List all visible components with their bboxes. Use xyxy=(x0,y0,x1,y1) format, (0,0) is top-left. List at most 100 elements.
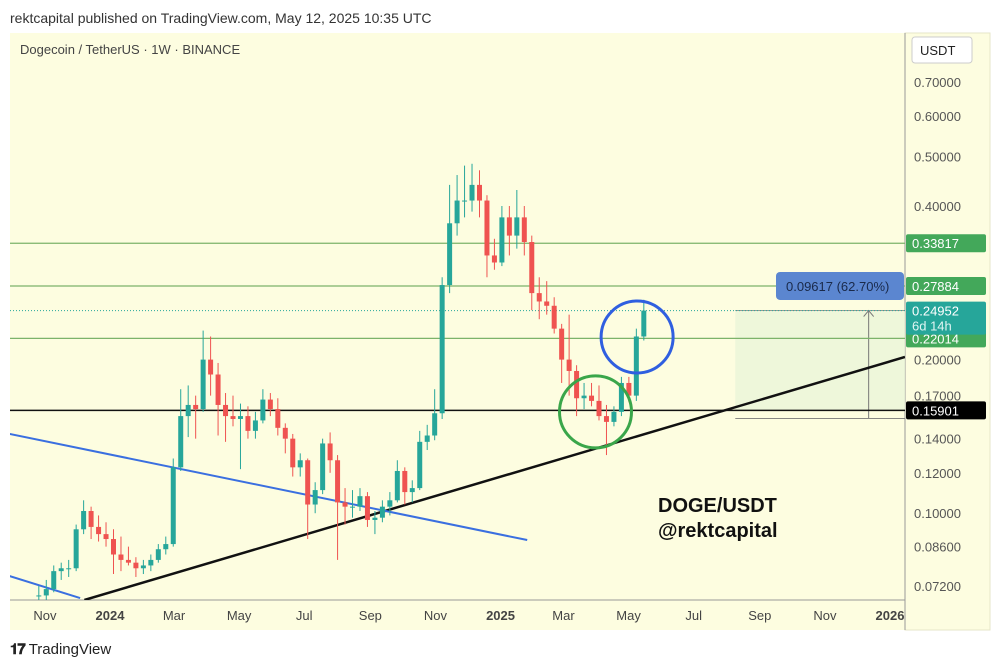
candle-body xyxy=(387,500,393,507)
x-tick-label: Jul xyxy=(685,608,702,623)
candle-body xyxy=(312,490,318,505)
candle-body xyxy=(133,562,139,569)
y-tick-label: 0.10000 xyxy=(914,506,961,521)
candle-body xyxy=(394,470,400,501)
candle-body xyxy=(125,559,131,563)
candle-body xyxy=(43,589,49,596)
candle-body xyxy=(66,568,72,570)
candle-body xyxy=(529,242,535,294)
candle-body xyxy=(118,554,124,560)
x-tick-label: 2025 xyxy=(486,608,515,623)
level-price-tag-bg xyxy=(906,234,986,253)
candle-body xyxy=(73,529,79,569)
candle-body xyxy=(484,200,490,256)
candle-body xyxy=(544,301,550,306)
x-tick-label: 2024 xyxy=(96,608,126,623)
x-tick-label: Nov xyxy=(424,608,448,623)
candle-body xyxy=(58,568,64,572)
candle-body xyxy=(170,467,176,545)
annotation-author: @rektcapital xyxy=(658,520,778,542)
candle-body xyxy=(521,217,527,243)
level-price-tag: 0.33817 xyxy=(912,236,959,251)
measure-range-box xyxy=(735,310,905,411)
candle-body xyxy=(611,411,617,422)
blue-trendline xyxy=(10,432,528,542)
candle-body xyxy=(200,359,206,410)
blue-trendline xyxy=(10,575,81,599)
candle-body xyxy=(551,305,557,329)
candle-body xyxy=(103,534,109,540)
last-price-tag: 0.24952 xyxy=(912,304,959,319)
candle-body xyxy=(574,370,580,399)
candle-body xyxy=(208,359,214,375)
candle-body xyxy=(454,200,460,224)
candle-body xyxy=(297,460,303,468)
candle-body xyxy=(305,460,311,505)
candle-body xyxy=(424,435,430,442)
candle-body xyxy=(379,506,385,518)
candle-body xyxy=(215,374,221,405)
x-tick-label: Sep xyxy=(359,608,382,623)
x-tick-label: Mar xyxy=(163,608,186,623)
annotation-pair: DOGE/USDT xyxy=(658,495,777,517)
measure-label: 0.09617 (62.70%) xyxy=(786,279,889,294)
candle-body xyxy=(581,395,587,399)
candle-body xyxy=(267,399,273,410)
candle-body xyxy=(163,544,169,550)
x-tick-label: 2026 xyxy=(876,608,905,623)
candle-body xyxy=(88,511,94,527)
candle-body xyxy=(439,285,445,414)
tradingview-logo[interactable]: 𝟏𝟕 TradingView xyxy=(10,641,111,658)
y-tick-label: 0.12000 xyxy=(914,466,961,481)
highlight-circle xyxy=(599,299,675,375)
x-tick-label: May xyxy=(227,608,252,623)
level-price-tag-bg xyxy=(906,276,986,295)
x-tick-label: Nov xyxy=(813,608,837,623)
x-tick-label: Nov xyxy=(33,608,57,623)
candle-body xyxy=(36,595,42,597)
candle-body xyxy=(155,549,161,560)
y-tick-label: 0.07200 xyxy=(914,579,961,594)
black-trendline xyxy=(84,355,905,600)
level-price-tag: 0.15901 xyxy=(912,403,959,418)
y-tick-label: 0.70000 xyxy=(914,75,961,90)
candle-body xyxy=(148,559,154,566)
candle-body xyxy=(566,359,572,371)
level-price-tag: 0.27884 xyxy=(912,279,959,294)
published-caption: rektcapital published on TradingView.com… xyxy=(10,10,432,26)
highlight-circle xyxy=(557,374,633,450)
candle-body xyxy=(350,506,356,508)
candle-body xyxy=(462,200,468,202)
candle-body xyxy=(96,526,102,535)
candle-body xyxy=(476,184,482,201)
candle-body xyxy=(603,416,609,422)
y-tick-label: 0.08600 xyxy=(914,540,961,555)
candle-body xyxy=(596,400,602,417)
candle-body xyxy=(260,399,266,421)
candle-body xyxy=(357,496,363,507)
candle-body xyxy=(417,441,423,489)
candle-body xyxy=(641,310,647,337)
level-price-tag-bg xyxy=(906,401,986,420)
candle-body xyxy=(178,416,184,468)
currency-button[interactable] xyxy=(911,36,973,64)
candle-body xyxy=(282,427,288,439)
chart-title: Dogecoin / TetherUS · 1W · BINANCE xyxy=(20,42,240,57)
candle-body xyxy=(237,416,243,419)
y-tick-label: 0.60000 xyxy=(914,109,961,124)
candle-body xyxy=(185,404,191,417)
candle-body xyxy=(432,413,438,436)
measure-label-bg xyxy=(776,271,904,300)
tradingview-logo-icon: 𝟏𝟕 xyxy=(10,641,26,658)
y-tick-label: 0.50000 xyxy=(914,150,961,165)
candle-body xyxy=(633,336,639,396)
candle-body xyxy=(506,217,512,236)
x-tick-label: May xyxy=(616,608,641,623)
plot-area xyxy=(10,163,905,600)
y-tick-label: 0.40000 xyxy=(914,199,961,214)
currency-label: USDT xyxy=(920,43,955,58)
level-price-tag: 0.22014 xyxy=(912,331,959,346)
candle-body xyxy=(447,223,453,286)
time-axis[interactable] xyxy=(10,600,905,630)
